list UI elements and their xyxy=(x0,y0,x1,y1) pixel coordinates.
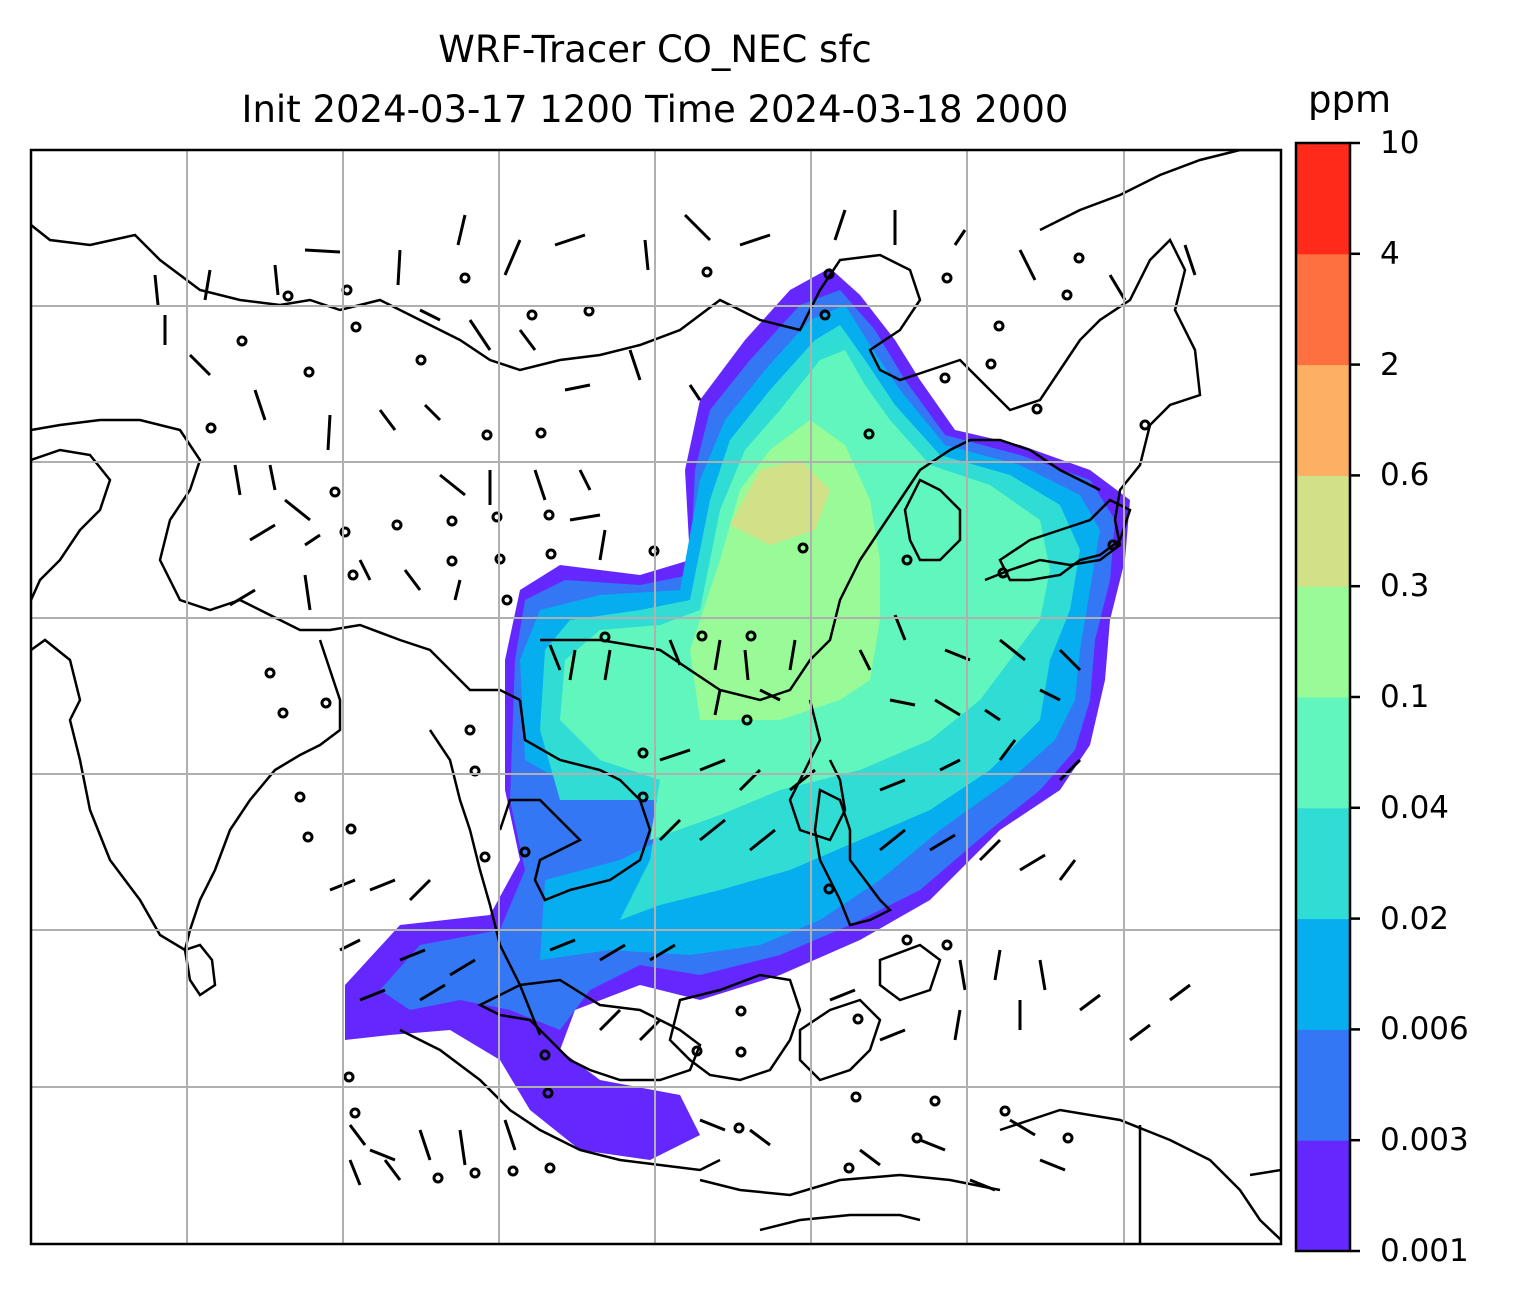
colorbar-tick-label: 0.3 xyxy=(1380,568,1430,605)
colorbar-segment xyxy=(1296,918,1350,1030)
colorbar-segment xyxy=(1296,1140,1350,1252)
tracer-level-0.1 xyxy=(690,420,880,720)
colorbar-tick-label: 0.04 xyxy=(1380,789,1450,826)
colorbar-segment xyxy=(1296,253,1350,366)
coastlines xyxy=(31,150,1281,1244)
colorbar-tick-label: 4 xyxy=(1380,235,1400,272)
colorbar-segment xyxy=(1296,364,1350,476)
colorbar-tick-label: 10 xyxy=(1380,125,1420,161)
map-title-line2: Init 2024-03-17 1200 Time 2024-03-18 200… xyxy=(241,88,1069,131)
wind-barbs xyxy=(153,209,1197,1192)
colorbar-tick-label: 0.006 xyxy=(1380,1011,1469,1048)
colorbar-segment xyxy=(1296,586,1350,698)
map-title-line1: WRF-Tracer CO_NEC sfc xyxy=(438,28,872,71)
colorbar-tick-label: 0.02 xyxy=(1380,900,1450,937)
colorbar-tick-label: 0.1 xyxy=(1380,679,1430,715)
colorbar xyxy=(1294,141,1360,1253)
colorbar-segment xyxy=(1296,475,1350,587)
colorbar-tick-label: 0.003 xyxy=(1380,1122,1469,1159)
tracer-level-0.3 xyxy=(730,460,830,545)
colorbar-segment xyxy=(1296,697,1350,809)
colorbar-tick-label: 2 xyxy=(1380,346,1400,383)
colorbar-unit: ppm xyxy=(1308,78,1392,121)
colorbar-tick-label: 0.6 xyxy=(1380,457,1430,494)
colorbar-segment xyxy=(1296,143,1350,255)
tracer-field xyxy=(345,268,1130,1160)
gridlines xyxy=(31,150,1281,1244)
colorbar-segment xyxy=(1296,807,1350,920)
colorbar-tick-label: 0.001 xyxy=(1380,1233,1469,1269)
map-plot-area xyxy=(31,150,1281,1244)
colorbar-segment xyxy=(1296,1029,1350,1141)
map-frame xyxy=(29,148,1283,1246)
